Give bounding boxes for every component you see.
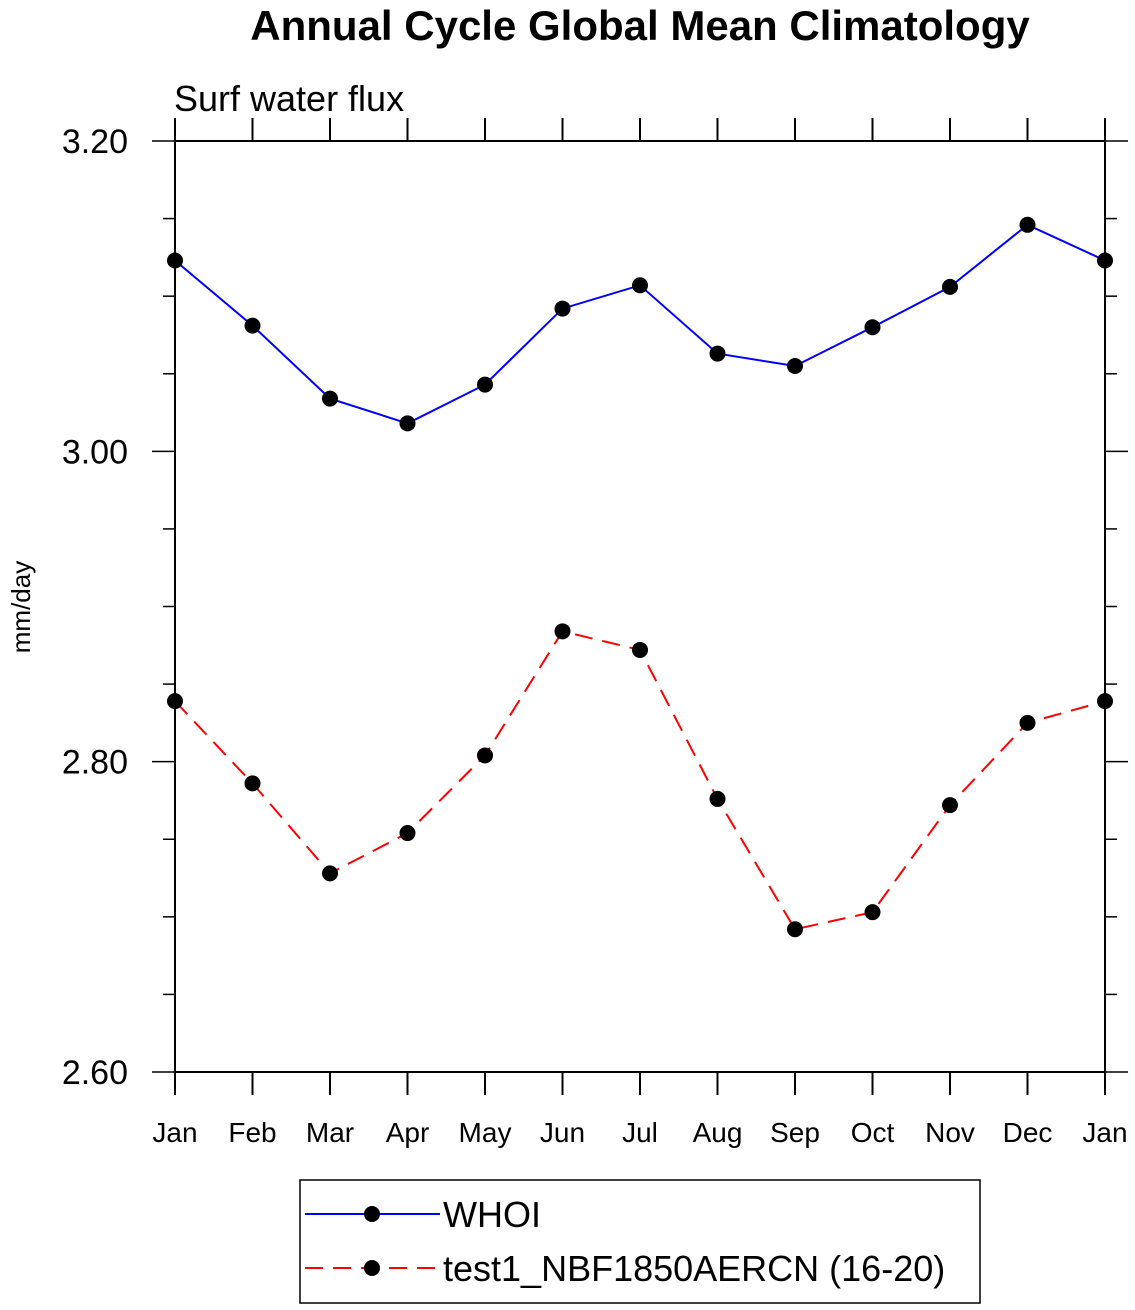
x-tick-label: Aug	[693, 1117, 743, 1148]
data-point	[554, 623, 571, 640]
legend: WHOI test1_NBF1850AERCN (16-20)	[299, 1179, 981, 1304]
data-point	[1019, 714, 1036, 731]
data-point	[244, 775, 261, 792]
data-point	[864, 319, 881, 336]
data-point	[477, 747, 493, 764]
x-tick-label: Apr	[386, 1117, 430, 1148]
data-point	[477, 376, 493, 393]
x-tick-label: Mar	[306, 1117, 354, 1148]
data-point	[1097, 693, 1113, 710]
x-tick-label: Jan	[152, 1117, 197, 1148]
x-tick-label: Jan	[1082, 1117, 1127, 1148]
data-point	[632, 277, 648, 294]
legend-label-whoi: WHOI	[443, 1194, 541, 1235]
series-1	[167, 623, 1113, 938]
data-point	[1097, 252, 1113, 269]
data-point	[322, 865, 338, 882]
data-point	[942, 797, 958, 814]
y-tick-label: 3.00	[62, 433, 128, 471]
series-line	[174, 630, 1106, 931]
y-axis-label: mm/day	[6, 561, 36, 653]
data-point	[942, 278, 958, 295]
data-point	[244, 317, 261, 334]
data-point	[554, 300, 571, 317]
legend-box	[299, 1179, 981, 1304]
data-point	[1019, 216, 1036, 233]
x-tick-label: Sep	[770, 1117, 820, 1148]
data-point	[399, 415, 416, 432]
y-tick-label: 2.60	[62, 1054, 128, 1092]
legend-marker-test1	[364, 1260, 380, 1276]
data-point	[399, 825, 416, 842]
x-tick-label: Oct	[851, 1117, 895, 1148]
chart-title: Annual Cycle Global Mean Climatology	[250, 2, 1030, 49]
data-point	[709, 790, 726, 807]
data-point	[167, 693, 183, 710]
data-point	[787, 357, 803, 374]
x-tick-label: May	[459, 1117, 512, 1148]
legend-marker-whoi	[364, 1206, 380, 1222]
data-point	[167, 252, 183, 269]
x-tick-label: Nov	[925, 1117, 975, 1148]
y-tick-label: 2.80	[62, 744, 128, 782]
x-tick-label: Jul	[622, 1117, 658, 1148]
data-point	[864, 904, 881, 921]
chart-subtitle: Surf water flux	[174, 78, 404, 119]
x-tick-label: Feb	[228, 1117, 276, 1148]
x-tick-label: Jun	[540, 1117, 585, 1148]
data-point	[787, 921, 803, 938]
legend-label-test1: test1_NBF1850AERCN (16-20)	[443, 1248, 945, 1289]
data-point	[632, 641, 648, 658]
series-0	[167, 216, 1113, 432]
data-point	[709, 345, 726, 362]
y-tick-label: 3.20	[62, 123, 128, 161]
data-point	[322, 390, 338, 407]
series-line	[174, 223, 1106, 425]
x-tick-label: Dec	[1003, 1117, 1053, 1148]
